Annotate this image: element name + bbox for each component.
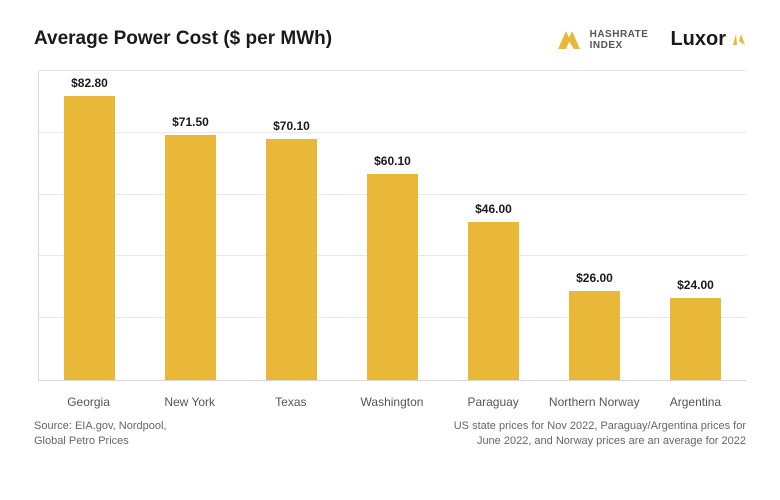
bar xyxy=(367,174,418,380)
logo-group: HASHRATE INDEX Luxor xyxy=(556,28,746,51)
x-axis-label: Washington xyxy=(341,385,442,411)
header: Average Power Cost ($ per MWh) HASHRATE … xyxy=(34,28,746,51)
bar-group: $60.10 xyxy=(342,71,443,380)
bar xyxy=(468,222,519,380)
x-axis-label: Texas xyxy=(240,385,341,411)
bar-value-label: $46.00 xyxy=(475,202,512,216)
x-axis-label: Northern Norway xyxy=(544,385,645,411)
luxor-text: Luxor xyxy=(670,28,726,51)
bar-value-label: $24.00 xyxy=(677,278,714,292)
bar-value-label: $60.10 xyxy=(374,154,411,168)
bar-value-label: $26.00 xyxy=(576,271,613,285)
bar-value-label: $70.10 xyxy=(273,119,310,133)
hashrate-line1: HASHRATE xyxy=(590,29,649,40)
hashrate-icon xyxy=(556,29,582,51)
x-axis-label: Georgia xyxy=(38,385,139,411)
bar-value-label: $71.50 xyxy=(172,115,209,129)
chart-area: $82.80 $71.50 $70.10 $60.10 $46.00 $26.00 $24.… xyxy=(34,71,746,411)
footnote-text: US state prices for Nov 2022, Paraguay/A… xyxy=(454,419,746,450)
bar xyxy=(266,139,317,380)
chart-container: Average Power Cost ($ per MWh) HASHRATE … xyxy=(0,0,780,500)
x-axis-label: New York xyxy=(139,385,240,411)
x-axis-label: Paraguay xyxy=(443,385,544,411)
bar-group: $70.10 xyxy=(241,71,342,380)
bar xyxy=(569,291,620,380)
bar-group: $71.50 xyxy=(140,71,241,380)
luxor-icon xyxy=(732,33,746,47)
luxor-logo: Luxor xyxy=(670,28,746,51)
hashrate-index-logo: HASHRATE INDEX xyxy=(556,29,649,51)
bar-group: $26.00 xyxy=(544,71,645,380)
x-axis-label: Argentina xyxy=(645,385,746,411)
bar-group: $46.00 xyxy=(443,71,544,380)
hashrate-line2: INDEX xyxy=(590,40,649,51)
hashrate-text: HASHRATE INDEX xyxy=(590,29,649,51)
bar xyxy=(670,298,721,380)
source-text: Source: EIA.gov, Nordpool,Global Petro P… xyxy=(34,419,166,450)
bar-group: $24.00 xyxy=(645,71,746,380)
chart-title: Average Power Cost ($ per MWh) xyxy=(34,28,332,50)
bar xyxy=(165,135,216,380)
bars-container: $82.80 $71.50 $70.10 $60.10 $46.00 $26.00 $24.… xyxy=(39,71,746,380)
x-axis-labels: GeorgiaNew YorkTexasWashingtonParaguayNo… xyxy=(38,385,746,411)
footer: Source: EIA.gov, Nordpool,Global Petro P… xyxy=(34,419,746,450)
bar-value-label: $82.80 xyxy=(71,76,108,90)
bar-group: $82.80 xyxy=(39,71,140,380)
plot-region: $82.80 $71.50 $70.10 $60.10 $46.00 $26.00 $24.… xyxy=(38,71,746,381)
bar xyxy=(64,96,115,380)
